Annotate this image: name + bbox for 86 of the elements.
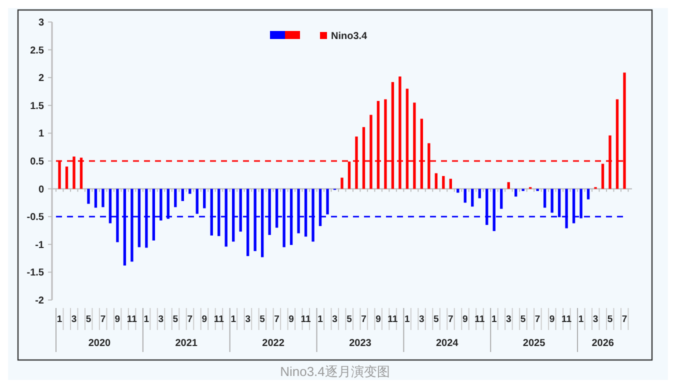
x-tick-label: 1 <box>491 314 498 325</box>
x-tick-label: 11 <box>388 314 398 325</box>
x-tick-label: 7 <box>361 314 366 325</box>
x-tick-label: 3 <box>506 314 512 325</box>
x-tick-label: 11 <box>214 314 225 325</box>
x-tick-label: 1 <box>230 314 237 325</box>
x-tick-label: 9 <box>288 314 294 325</box>
x-tick-label: 7 <box>448 314 454 325</box>
y-tick-label: 2 <box>38 73 44 84</box>
x-tick-label: 3 <box>419 314 424 325</box>
x-tick-label: 11 <box>474 314 486 325</box>
x-tick-label: 1 <box>144 314 150 325</box>
bar <box>102 188 104 208</box>
text: Nino3.4逐月演变图 <box>280 364 390 379</box>
bar <box>340 178 344 189</box>
bar <box>522 188 524 192</box>
text: 2023 <box>349 338 372 349</box>
bar <box>181 188 184 202</box>
x-tick-label: 5 <box>607 314 614 325</box>
bar <box>507 182 510 189</box>
x-tick-label: 7 <box>274 314 280 325</box>
y-tick-label: 3 <box>38 18 44 28</box>
x-tick-label: 5 <box>86 314 92 325</box>
x-tick-label: 9 <box>376 314 381 325</box>
bar <box>464 188 466 203</box>
x-tick-label: 3 <box>158 314 164 325</box>
x-tick-label: 5 <box>172 314 179 325</box>
x-tick-label: 9 <box>114 314 120 325</box>
x-tick-label: 1 <box>56 314 63 325</box>
bar <box>65 166 68 189</box>
y-tick-label: 2.5 <box>30 45 44 56</box>
bar <box>514 188 518 197</box>
bar <box>543 188 546 208</box>
bar <box>442 176 445 189</box>
bar <box>174 188 177 208</box>
bar <box>203 188 206 208</box>
bar <box>586 188 590 200</box>
y-tick-label: -1.5 <box>26 268 44 279</box>
bar <box>94 188 98 208</box>
x-tick-label: 11 <box>562 314 572 325</box>
bar <box>478 188 481 198</box>
x-tick-label: 9 <box>549 314 555 325</box>
x-tick-label: 3 <box>332 314 338 325</box>
y-tick-label: 0 <box>38 184 44 196</box>
y-tick-label: 0.5 <box>30 156 44 168</box>
bar <box>434 173 438 189</box>
x-tick-label: 7 <box>187 314 193 325</box>
x-tick-label: 3 <box>592 314 598 325</box>
x-tick-label: 7 <box>100 314 106 325</box>
x-tick-label: 5 <box>434 314 440 325</box>
text: 2021 <box>175 338 198 349</box>
bar <box>449 178 452 189</box>
text: 2025 <box>522 338 546 349</box>
text: 2024 <box>436 338 459 349</box>
text: 2026 <box>592 338 614 349</box>
x-tick-label: 11 <box>126 314 138 325</box>
text: 2022 <box>262 338 285 349</box>
y-tick-label: -1 <box>35 240 44 251</box>
y-tick-label: 1.5 <box>30 100 44 112</box>
bar <box>326 188 329 214</box>
x-tick-label: 5 <box>260 314 266 325</box>
x-tick-label: 3 <box>245 314 250 325</box>
x-tick-label: 7 <box>622 314 628 325</box>
bar <box>471 188 474 207</box>
bar <box>188 188 192 194</box>
bar <box>196 188 198 214</box>
legend-label: Nino3.4 <box>331 31 368 42</box>
x-tick-label: 1 <box>404 314 411 325</box>
x-tick-label: 9 <box>202 314 208 325</box>
x-tick-label: 5 <box>520 314 526 325</box>
y-tick-label: -0.5 <box>26 212 44 224</box>
x-tick-label: 7 <box>534 314 540 325</box>
y-tick-label: -2 <box>35 296 44 306</box>
x-tick-label: 9 <box>462 314 468 325</box>
bar <box>500 188 503 209</box>
x-tick-label: 1 <box>578 314 584 325</box>
bar <box>536 188 539 192</box>
bar <box>87 188 90 204</box>
x-tick-label: 11 <box>300 314 312 325</box>
x-tick-label: 5 <box>346 314 353 325</box>
bar <box>550 188 554 213</box>
x-tick-label: 3 <box>71 314 77 325</box>
x-tick-label: 1 <box>318 314 324 325</box>
text: 2020 <box>88 338 112 349</box>
y-tick-label: 1 <box>38 128 44 140</box>
bar <box>601 164 604 189</box>
